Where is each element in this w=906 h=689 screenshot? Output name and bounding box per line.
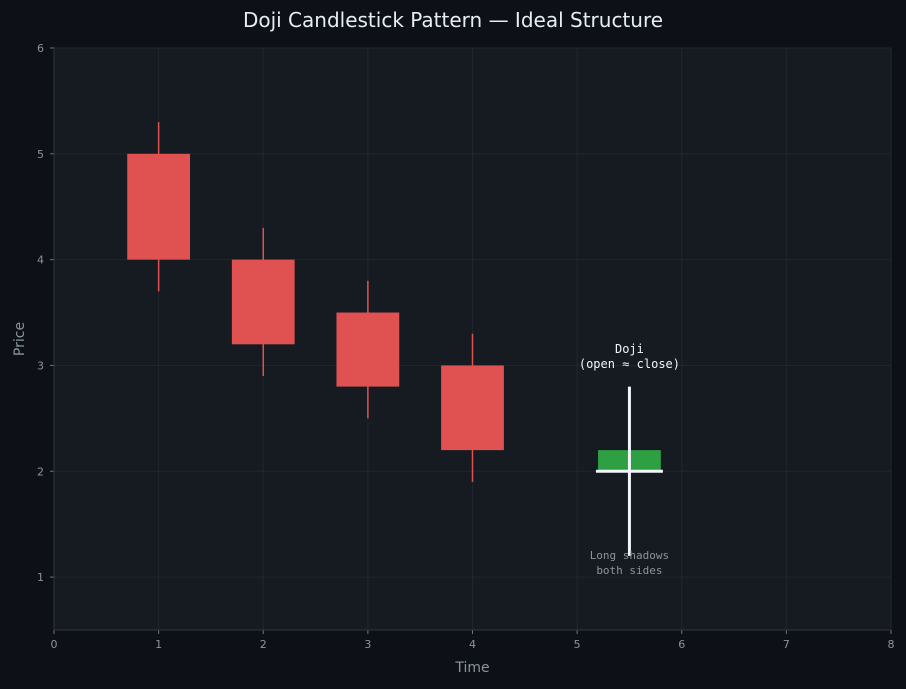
x-tick-label: 4 bbox=[469, 638, 476, 651]
shadow-label-line1: Long shadows bbox=[590, 549, 669, 562]
annotations: Doji (open ≈ close) Long shadows both si… bbox=[579, 342, 680, 577]
doji-label-line2: (open ≈ close) bbox=[579, 357, 680, 371]
y-tick-label: 3 bbox=[37, 359, 44, 372]
y-tick-label: 5 bbox=[37, 148, 44, 161]
candle-body bbox=[127, 153, 191, 260]
candle-body bbox=[231, 259, 295, 345]
shadow-label-line2: both sides bbox=[596, 564, 662, 577]
x-tick-label: 5 bbox=[574, 638, 581, 651]
chart-title: Doji Candlestick Pattern — Ideal Structu… bbox=[242, 8, 664, 32]
candles bbox=[127, 122, 504, 482]
x-axis-label: Time bbox=[454, 660, 489, 676]
y-tick-label: 2 bbox=[37, 465, 44, 478]
x-tick-label: 7 bbox=[783, 638, 790, 651]
x-tick-label: 0 bbox=[51, 638, 58, 651]
candle-body bbox=[441, 365, 504, 451]
x-tick-label: 3 bbox=[364, 638, 371, 651]
y-tick-label: 4 bbox=[37, 254, 44, 267]
x-tick-label: 8 bbox=[888, 638, 895, 651]
x-tick-label: 2 bbox=[260, 638, 267, 651]
y-axis-label: Price bbox=[12, 322, 28, 356]
x-tick-label: 6 bbox=[678, 638, 685, 651]
y-tick-label: 6 bbox=[37, 42, 44, 55]
candle-body bbox=[336, 312, 400, 387]
doji-label-line1: Doji bbox=[615, 342, 644, 356]
doji-candle bbox=[595, 386, 663, 556]
axes: 0 1 2 3 4 5 6 7 8 1 2 3 4 5 6 bbox=[37, 42, 895, 651]
y-tick-label: 1 bbox=[37, 571, 44, 584]
x-tick-label: 1 bbox=[155, 638, 162, 651]
